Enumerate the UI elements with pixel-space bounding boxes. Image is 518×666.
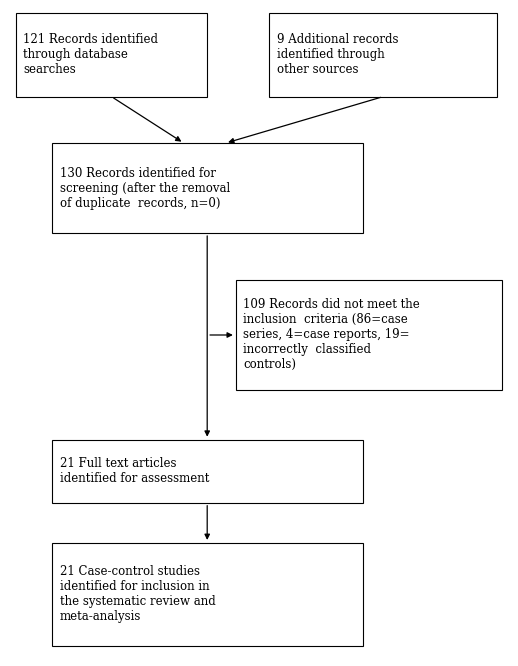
FancyBboxPatch shape	[269, 13, 497, 97]
FancyBboxPatch shape	[236, 280, 502, 390]
Text: 21 Case-control studies
identified for inclusion in
the systematic review and
me: 21 Case-control studies identified for i…	[60, 565, 215, 623]
Text: 130 Records identified for
screening (after the removal
of duplicate  records, n: 130 Records identified for screening (af…	[60, 166, 230, 210]
Text: 9 Additional records
identified through
other sources: 9 Additional records identified through …	[277, 33, 399, 77]
FancyBboxPatch shape	[52, 543, 363, 646]
Text: 121 Records identified
through database
searches: 121 Records identified through database …	[23, 33, 159, 77]
Text: 109 Records did not meet the
inclusion  criteria (86=case
series, 4=case reports: 109 Records did not meet the inclusion c…	[243, 298, 420, 371]
Text: 21 Full text articles
identified for assessment: 21 Full text articles identified for ass…	[60, 457, 209, 486]
FancyBboxPatch shape	[52, 143, 363, 233]
FancyBboxPatch shape	[16, 13, 207, 97]
FancyBboxPatch shape	[52, 440, 363, 503]
